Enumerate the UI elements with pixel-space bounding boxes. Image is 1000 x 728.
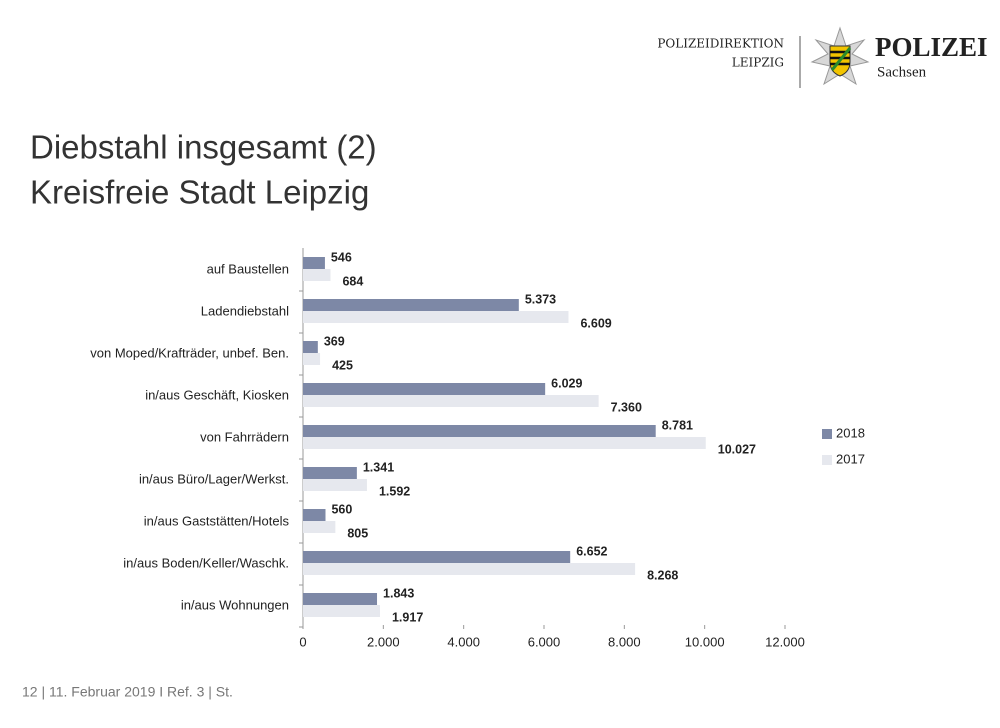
value-label: 6.609 <box>580 316 611 330</box>
value-label: 1.917 <box>392 610 423 624</box>
y-tick-label: auf Baustellen <box>207 261 289 276</box>
logo <box>810 26 870 86</box>
value-label: 5.373 <box>525 292 556 306</box>
footer: 12 | 11. Februar 2019 I Ref. 3 | St. <box>22 684 233 700</box>
bar <box>303 551 571 563</box>
x-tick-label: 2.000 <box>367 634 400 649</box>
value-label: 6.029 <box>551 376 582 390</box>
x-tick-label: 8.000 <box>608 634 641 649</box>
value-label: 8.781 <box>662 418 693 432</box>
y-tick-label: in/aus Wohnungen <box>181 597 289 612</box>
value-label: 369 <box>324 334 345 348</box>
value-label: 7.360 <box>611 400 642 414</box>
legend-swatch <box>822 429 832 439</box>
header-brand: POLIZEI <box>875 32 988 62</box>
chart-subtitle: Kreisfreie Stadt Leipzig <box>30 174 369 211</box>
value-label: 546 <box>331 250 352 264</box>
y-tick-label: in/aus Geschäft, Kiosken <box>145 387 289 402</box>
bar <box>303 383 546 395</box>
value-label: 6.652 <box>576 544 607 558</box>
value-label: 684 <box>342 274 363 288</box>
bar <box>303 479 367 491</box>
bar <box>303 605 380 617</box>
bar <box>303 509 326 521</box>
header-city: LEIPZIG <box>732 56 784 70</box>
bar <box>303 425 656 437</box>
bar <box>303 593 378 605</box>
header-state: Sachsen <box>877 64 927 80</box>
chart-title: Diebstahl insgesamt (2) <box>30 129 377 166</box>
bar <box>303 563 636 575</box>
x-tick-label: 4.000 <box>447 634 480 649</box>
value-label: 1.843 <box>383 586 414 600</box>
bar <box>303 437 706 449</box>
value-label: 560 <box>331 502 352 516</box>
y-tick-label: von Moped/Krafträder, unbef. Ben. <box>90 345 289 360</box>
legend-label: 2017 <box>836 451 865 466</box>
bar <box>303 269 331 281</box>
y-tick-label: in/aus Boden/Keller/Waschk. <box>123 555 289 570</box>
legend-swatch <box>822 455 832 465</box>
y-tick-label: in/aus Gaststätten/Hotels <box>144 513 290 528</box>
x-tick-label: 0 <box>299 634 306 649</box>
y-tick-label: von Fahrrädern <box>200 429 289 444</box>
bar <box>303 353 321 365</box>
value-label: 8.268 <box>647 568 678 582</box>
header-unit: POLIZEIDIREKTION <box>657 37 784 51</box>
value-label: 1.592 <box>379 484 410 498</box>
bar <box>303 467 357 479</box>
bar <box>303 395 599 407</box>
y-tick-label: Ladendiebstahl <box>201 303 289 318</box>
bar <box>303 257 325 269</box>
bar <box>303 521 336 533</box>
value-label: 805 <box>347 526 368 540</box>
bar <box>303 299 519 311</box>
x-tick-label: 6.000 <box>528 634 561 649</box>
x-tick-label: 10.000 <box>685 634 725 649</box>
bar <box>303 341 318 353</box>
legend-label: 2018 <box>836 425 865 440</box>
bar <box>303 311 569 323</box>
y-tick-label: in/aus Büro/Lager/Werkst. <box>139 471 289 486</box>
x-tick-label: 12.000 <box>765 634 805 649</box>
value-label: 425 <box>332 358 353 372</box>
value-label: 10.027 <box>718 442 756 456</box>
value-label: 1.341 <box>363 460 394 474</box>
